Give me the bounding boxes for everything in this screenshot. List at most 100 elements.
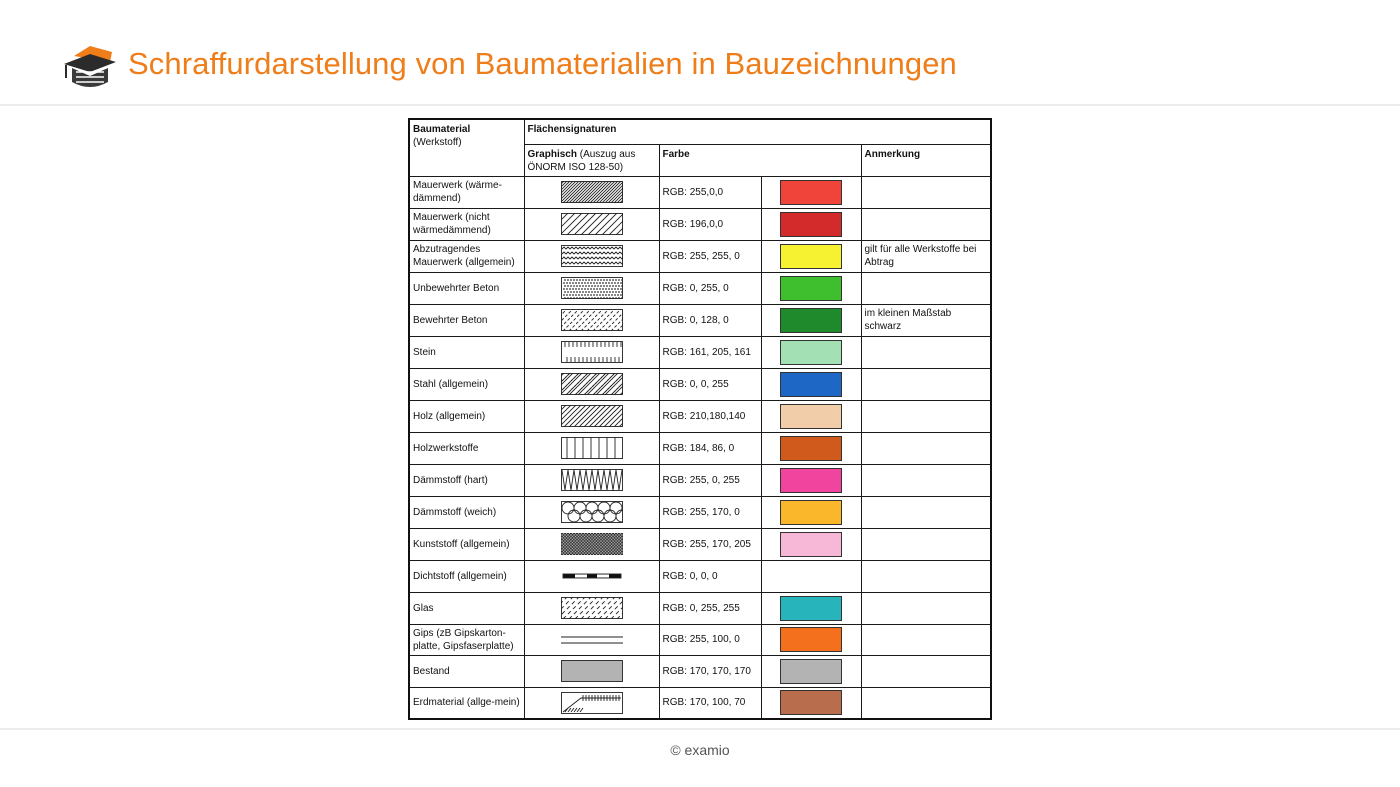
color-swatch [780, 467, 842, 493]
header-material: Baumaterial (Werkstoff) [408, 118, 525, 177]
color-swatch-cell [760, 559, 862, 593]
color-swatch-cell [760, 527, 862, 561]
hatch-pattern-cell [523, 335, 660, 369]
note-cell [860, 686, 992, 720]
table-row: Erdmaterial (allge-mein) RGB: 170, 100, 7… [408, 686, 992, 720]
hatch-pattern-cell [523, 399, 660, 433]
hatch-pattern-cell [523, 431, 660, 465]
hatch-pattern-cell [523, 559, 660, 593]
page-title: Schraffurdarstellung von Baumaterialien … [128, 46, 957, 81]
color-swatch-cell [760, 335, 862, 369]
hatch-pattern-loops [560, 501, 623, 523]
hatch-pattern-cell [523, 654, 660, 688]
header-note: Anmerkung [860, 143, 992, 177]
color-swatch-cell [760, 303, 862, 337]
hatch-pattern-glass [560, 597, 623, 619]
table-row: Mauerwerk (nicht wärmedämmend) RGB: 196,0… [408, 207, 992, 241]
rgb-value-cell: RGB: 170, 100, 70 [658, 686, 762, 720]
note-cell [860, 367, 992, 401]
header-graphic: Graphisch (Auszug aus ÖNORM ISO 128-50) [523, 143, 660, 177]
color-swatch-cell [760, 431, 862, 465]
table-row: Holz (allgemein) RGB: 210,180,140 [408, 399, 992, 433]
rgb-value-cell: RGB: 0, 0, 0 [658, 559, 762, 593]
hatch-pattern-cell [523, 623, 660, 656]
material-cell: Mauerwerk (nicht wärmedämmend) [408, 207, 525, 241]
table-row: Dämmstoff (hart) RGB: 255, 0, 255 [408, 463, 992, 497]
color-swatch [780, 403, 842, 429]
color-swatch [780, 339, 842, 365]
rgb-value-cell: RGB: 0, 255, 255 [658, 591, 762, 625]
color-swatch [780, 531, 842, 557]
material-cell: Dämmstoff (weich) [408, 495, 525, 529]
note-cell [860, 495, 992, 529]
hatch-pattern-crosshatch [560, 533, 623, 555]
hatch-pattern-cell [523, 239, 660, 273]
material-cell: Dämmstoff (hart) [408, 463, 525, 497]
note-cell [860, 335, 992, 369]
hatch-pattern-ticks [560, 341, 623, 363]
table-row: Glas RGB: 0, 255, 255 [408, 591, 992, 625]
material-cell: Bestand [408, 654, 525, 688]
table-row: Mauerwerk (wärme-dämmend) RGB: 255,0,0 [408, 175, 992, 209]
material-cell: Holzwerkstoffe [408, 431, 525, 465]
material-cell: Mauerwerk (wärme-dämmend) [408, 175, 525, 209]
color-swatch-cell [760, 367, 862, 401]
material-cell: Erdmaterial (allge-mein) [408, 686, 525, 720]
note-cell: im kleinen Maßstab schwarz [860, 303, 992, 337]
rgb-value-cell: RGB: 0, 255, 0 [658, 271, 762, 305]
hatch-pattern-zigzag [560, 245, 623, 267]
material-hatching-table-scan: Baumaterial (Werkstoff) Flächensignaturen… [406, 117, 993, 720]
rgb-value-cell: RGB: 0, 0, 255 [658, 367, 762, 401]
color-swatch-cell [760, 207, 862, 241]
note-cell [860, 431, 992, 465]
table-row: Dichtstoff (allgemein) RGB: 0, 0, 0 [408, 559, 992, 593]
color-swatch-cell [760, 175, 862, 209]
rgb-value-cell: RGB: 255, 170, 205 [658, 527, 762, 561]
note-cell [860, 271, 992, 305]
color-swatch-cell [760, 623, 862, 656]
hatch-pattern-vertical [560, 437, 623, 459]
table-row: Bestand RGB: 170, 170, 170 [408, 654, 992, 688]
hatch-pattern-diag-dots [560, 309, 623, 331]
color-swatch [780, 690, 842, 716]
hatch-pattern-dots [560, 277, 623, 299]
hatch-pattern-diag-double [560, 373, 623, 395]
hatch-pattern-bar [562, 573, 621, 579]
note-cell [860, 527, 992, 561]
rgb-value-cell: RGB: 255, 0, 255 [658, 463, 762, 497]
footer-copyright: © examio [670, 742, 730, 758]
material-cell: Unbewehrter Beton [408, 271, 525, 305]
color-swatch-cell [760, 654, 862, 688]
slide-header: Schraffurdarstellung von Baumaterialien … [0, 0, 1400, 106]
header-color: Farbe [658, 143, 862, 177]
color-swatch-cell [760, 591, 862, 625]
color-swatch-cell [760, 686, 862, 720]
material-table: Baumaterial (Werkstoff) Flächensignaturen… [408, 118, 993, 720]
color-swatch [780, 371, 842, 397]
color-swatch [780, 595, 842, 621]
footer-divider [0, 728, 1400, 730]
rgb-value-cell: RGB: 210,180,140 [658, 399, 762, 433]
hatch-pattern-cell [523, 495, 660, 529]
table-row: Bewehrter Beton RGB: 0, 128, 0 im kleinen … [408, 303, 992, 337]
rgb-value-cell: RGB: 196,0,0 [658, 207, 762, 241]
note-cell [860, 207, 992, 241]
graduation-cap-logo-icon [64, 46, 116, 87]
hatch-pattern-cell [523, 271, 660, 305]
rgb-value-cell: RGB: 255, 255, 0 [658, 239, 762, 273]
note-cell: gilt für alle Werkstoffe bei Abtrag [860, 239, 992, 273]
hatch-pattern-diag-dense [560, 181, 623, 203]
note-cell [860, 175, 992, 209]
hatch-pattern-diag-wide [560, 213, 623, 235]
material-cell: Bewehrter Beton [408, 303, 525, 337]
note-cell [860, 654, 992, 688]
rgb-value-cell: RGB: 170, 170, 170 [658, 654, 762, 688]
hatch-pattern-cell [523, 527, 660, 561]
color-swatch-cell [760, 495, 862, 529]
hatch-pattern-cell [523, 175, 660, 209]
material-cell: Stein [408, 335, 525, 369]
hatch-pattern-cell [523, 207, 660, 241]
hatch-pattern-cell [523, 463, 660, 497]
hatch-pattern-double-line [560, 636, 623, 643]
hatch-pattern-earth [560, 691, 623, 714]
